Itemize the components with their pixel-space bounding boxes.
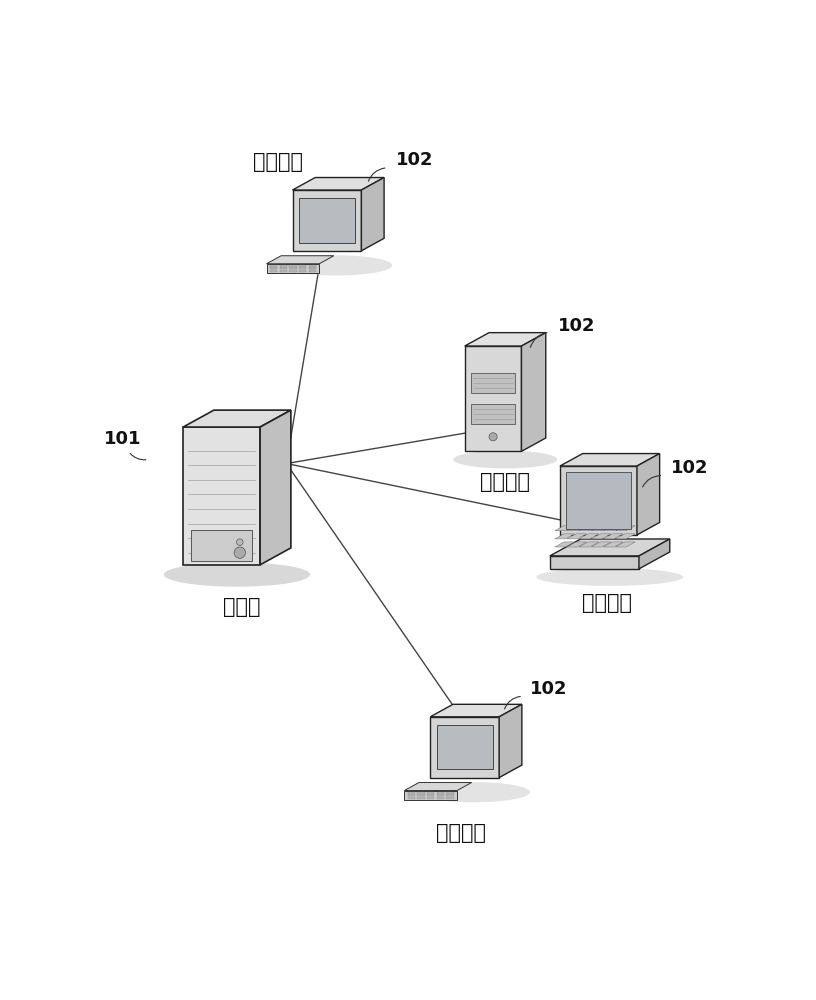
Polygon shape	[567, 542, 587, 547]
Bar	[427, 797, 434, 799]
Polygon shape	[567, 534, 587, 539]
Text: 受控终端: 受控终端	[582, 593, 632, 613]
Bar	[408, 792, 415, 794]
Polygon shape	[521, 333, 546, 451]
Circle shape	[237, 539, 243, 545]
Text: 受控终端: 受控终端	[253, 152, 304, 172]
Bar	[550, 556, 639, 569]
Bar	[427, 792, 434, 794]
Bar	[308, 270, 316, 272]
Bar	[446, 792, 454, 794]
Bar	[280, 267, 287, 269]
Bar	[437, 725, 493, 769]
Polygon shape	[499, 704, 522, 778]
Bar	[270, 267, 277, 269]
Bar	[417, 794, 424, 796]
Text: 102: 102	[396, 151, 433, 169]
Polygon shape	[591, 542, 611, 547]
Bar	[405, 791, 457, 800]
Polygon shape	[615, 526, 635, 531]
Polygon shape	[603, 534, 623, 539]
Bar	[299, 267, 306, 269]
Text: 102: 102	[530, 680, 567, 698]
Polygon shape	[591, 526, 611, 531]
Bar	[299, 265, 306, 267]
Bar	[465, 346, 521, 451]
Bar	[292, 190, 361, 251]
Text: 受控终端: 受控终端	[481, 472, 530, 492]
Bar	[267, 264, 319, 273]
Polygon shape	[292, 178, 384, 190]
Polygon shape	[579, 526, 599, 531]
Bar	[289, 265, 296, 267]
Circle shape	[489, 433, 497, 441]
Bar	[280, 265, 287, 267]
Ellipse shape	[454, 451, 557, 468]
Polygon shape	[615, 542, 635, 547]
Polygon shape	[555, 534, 574, 539]
Ellipse shape	[164, 562, 310, 587]
Polygon shape	[555, 526, 574, 531]
Bar	[427, 794, 434, 796]
Bar	[565, 472, 632, 529]
Bar	[437, 794, 444, 796]
Circle shape	[234, 547, 246, 558]
Bar	[430, 717, 499, 778]
Bar	[471, 373, 515, 393]
Bar	[417, 797, 424, 799]
Polygon shape	[637, 454, 659, 535]
Bar	[299, 270, 306, 272]
Bar	[560, 466, 637, 535]
Bar	[437, 792, 444, 794]
Ellipse shape	[418, 782, 530, 802]
Polygon shape	[465, 333, 546, 346]
Bar	[270, 270, 277, 272]
Bar	[417, 792, 424, 794]
Polygon shape	[579, 542, 599, 547]
Polygon shape	[555, 542, 574, 547]
Bar	[289, 267, 296, 269]
Text: 服务器: 服务器	[223, 597, 260, 617]
Bar	[308, 267, 316, 269]
Text: 101: 101	[104, 430, 142, 448]
Polygon shape	[560, 454, 659, 466]
Text: 102: 102	[558, 317, 596, 335]
Bar	[408, 797, 415, 799]
Polygon shape	[183, 410, 290, 427]
Bar	[289, 270, 296, 272]
Bar	[408, 794, 415, 796]
Polygon shape	[591, 534, 611, 539]
Bar	[446, 797, 454, 799]
Polygon shape	[603, 542, 623, 547]
Bar	[183, 427, 260, 565]
Polygon shape	[430, 704, 522, 717]
Text: 受控终端: 受控终端	[436, 823, 486, 843]
Polygon shape	[639, 539, 670, 569]
Polygon shape	[260, 410, 290, 565]
Polygon shape	[267, 256, 334, 264]
Bar	[270, 265, 277, 267]
Ellipse shape	[536, 568, 683, 586]
Bar	[446, 794, 454, 796]
Polygon shape	[550, 539, 670, 556]
Bar	[280, 270, 287, 272]
Polygon shape	[579, 534, 599, 539]
Text: 102: 102	[672, 459, 709, 477]
Polygon shape	[603, 526, 623, 531]
Polygon shape	[567, 526, 587, 531]
Polygon shape	[615, 534, 635, 539]
Bar	[299, 198, 355, 243]
Bar	[437, 797, 444, 799]
Bar	[471, 404, 515, 424]
Bar	[308, 265, 316, 267]
Ellipse shape	[280, 255, 392, 276]
Polygon shape	[405, 783, 472, 791]
Bar	[191, 530, 252, 561]
Polygon shape	[361, 178, 384, 251]
